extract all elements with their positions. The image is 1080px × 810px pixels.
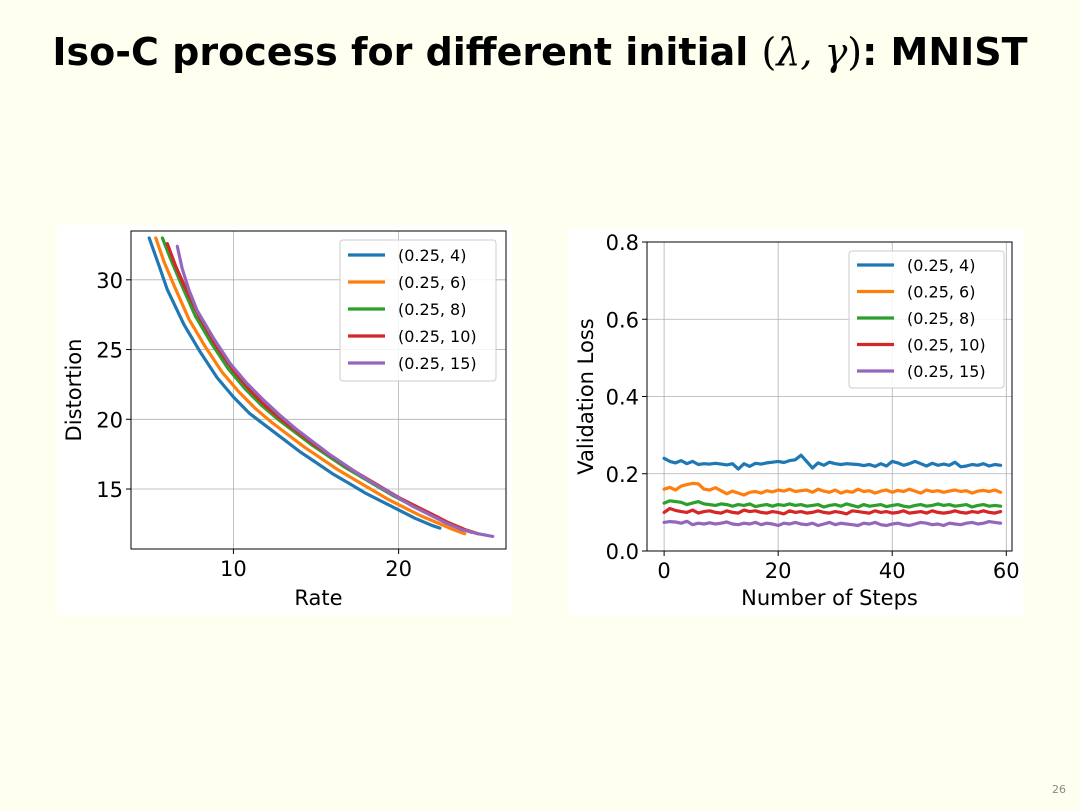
title-math-close: ) [847,30,863,74]
chart2-series-line-1 [662,453,1003,471]
chart1-x-tick-label: 20 [385,557,412,581]
chart2-legend-box [848,250,1005,389]
chart1-legend-label-4: (0.25, 10) [398,327,477,346]
chart2-y-tick-label: 0.8 [606,231,639,255]
chart2-x-tick-label: 20 [765,559,792,583]
rate-distortion-chart: 10 20 15 20 25 30 Rate Distortion (0.25, 4) (0.25… [62,230,507,610]
chart1-y-tick-label: 30 [96,269,123,293]
slide-title: Iso-C process for different initial (λ, … [0,30,1080,74]
chart2-legend-label-4: (0.25, 10) [907,336,986,355]
title-prefix: Iso-C process for different initial [52,30,762,74]
chart2-x-tick-label: 60 [993,559,1020,583]
title-math-vars: λ, γ [776,30,848,74]
chart2-series-line-3 [662,499,1003,509]
title-math: (λ, γ) [762,30,863,74]
chart2-y-tick-label: 0.2 [606,463,639,487]
chart2-series-line-4 [662,506,1003,516]
title-math-open: ( [761,30,777,74]
chart1-axes-frame [130,230,507,550]
chart1-y-tick-label: 20 [96,408,123,432]
chart2-y-axis-label: Validation Loss [574,318,598,474]
chart1-legend-label-2: (0.25, 6) [398,273,466,292]
chart1-series-line-2 [154,236,467,536]
chart2-y-tick-label: 0.0 [606,540,639,564]
chart1-legend-box [339,239,497,382]
chart1-y-axis-label: Distortion [62,339,86,442]
chart2-series-line-5 [662,519,1003,528]
chart1-series-line-1 [147,236,442,530]
chart1-legend-label-5: (0.25, 15) [398,354,477,373]
chart1-legend-label-3: (0.25, 8) [398,300,466,319]
page-number: 26 [1052,783,1066,796]
validation-loss-chart: 0 20 40 60 0.0 0.2 0.4 0.6 0.8 Number of Steps Val… [574,231,1020,610]
chart2-y-tick-label: 0.4 [606,386,639,410]
chart1-y-tick-label: 25 [96,339,123,363]
chart2-y-tick-label: 0.6 [606,308,639,332]
chart1-series-line-5 [175,244,495,538]
chart2-legend-label-2: (0.25, 6) [907,283,975,302]
rate-distortion-chart-panel: 10 20 15 20 25 30 Rate Distortion (0.25, 4) (0.25… [57,225,512,615]
chart2-x-tick-label: 0 [657,559,670,583]
validation-loss-chart-panel: 0 20 40 60 0.0 0.2 0.4 0.6 0.8 Number of Steps Val… [568,228,1023,616]
chart2-legend-label-3: (0.25, 8) [907,309,975,328]
title-suffix: : MNIST [862,30,1028,74]
chart2-legend-label-5: (0.25, 15) [907,362,986,381]
chart2-x-axis-label: Number of Steps [741,586,918,610]
chart2-legend-label-1: (0.25, 4) [907,256,975,275]
chart1-x-axis-label: Rate [294,586,342,610]
chart1-y-tick-label: 15 [96,478,123,502]
chart2-series-line-2 [662,481,1003,497]
chart2-x-tick-label: 40 [879,559,906,583]
chart1-x-tick-label: 10 [220,557,247,581]
chart1-legend-label-1: (0.25, 4) [398,246,466,265]
